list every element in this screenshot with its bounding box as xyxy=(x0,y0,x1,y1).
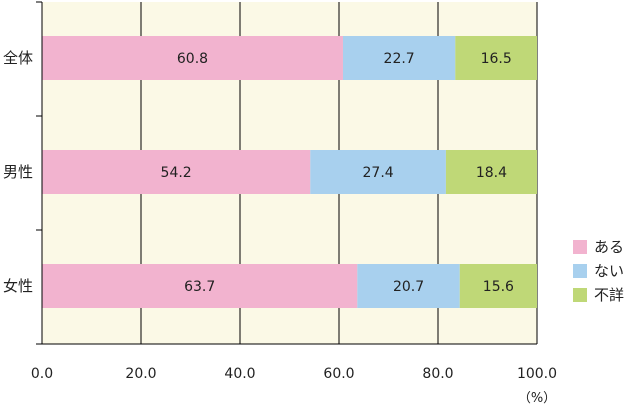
x-tick-label: 40.0 xyxy=(224,366,255,382)
bar-segment xyxy=(42,36,343,80)
bar-segment xyxy=(42,150,311,194)
data-label: 22.7 xyxy=(384,51,415,67)
data-label: 63.7 xyxy=(184,279,215,295)
x-tick-label: 0.0 xyxy=(31,366,53,382)
legend-label: ある xyxy=(594,238,624,256)
legend-swatch xyxy=(573,288,587,302)
bars: 60.8 22.7 16.5 54.2 27.4 18.4 63.7 20.7 15.6 xyxy=(42,36,537,308)
data-label: 18.4 xyxy=(476,165,507,181)
x-tick-label: 100.0 xyxy=(517,366,557,382)
bar-segment xyxy=(357,264,460,308)
x-tick-label: 60.0 xyxy=(323,366,354,382)
data-label: 60.8 xyxy=(177,51,208,67)
bar-segment xyxy=(310,150,446,194)
data-label: 16.5 xyxy=(481,51,512,67)
bar-segment xyxy=(445,150,537,194)
data-label: 27.4 xyxy=(363,165,394,181)
bar-segment xyxy=(455,36,537,80)
data-label: 20.7 xyxy=(393,279,424,295)
x-tick-label: 20.0 xyxy=(125,366,156,382)
x-tick-label: 80.0 xyxy=(422,366,453,382)
data-label: 54.2 xyxy=(161,165,192,181)
legend-swatch xyxy=(573,264,587,278)
bar-segment xyxy=(459,264,537,308)
bar-segment xyxy=(42,264,358,308)
bar-segment xyxy=(342,36,456,80)
legend-label: 不詳 xyxy=(594,286,624,304)
category-label: 女性 xyxy=(3,277,33,295)
x-axis: 0.0 20.0 40.0 60.0 80.0 100.0 xyxy=(31,2,557,382)
legend-swatch xyxy=(573,240,587,254)
x-unit-label: （%） xyxy=(518,391,556,406)
data-label: 15.6 xyxy=(483,279,514,295)
category-label: 全体 xyxy=(3,49,33,67)
legend-label: ない xyxy=(594,262,624,280)
category-label: 男性 xyxy=(3,163,33,181)
